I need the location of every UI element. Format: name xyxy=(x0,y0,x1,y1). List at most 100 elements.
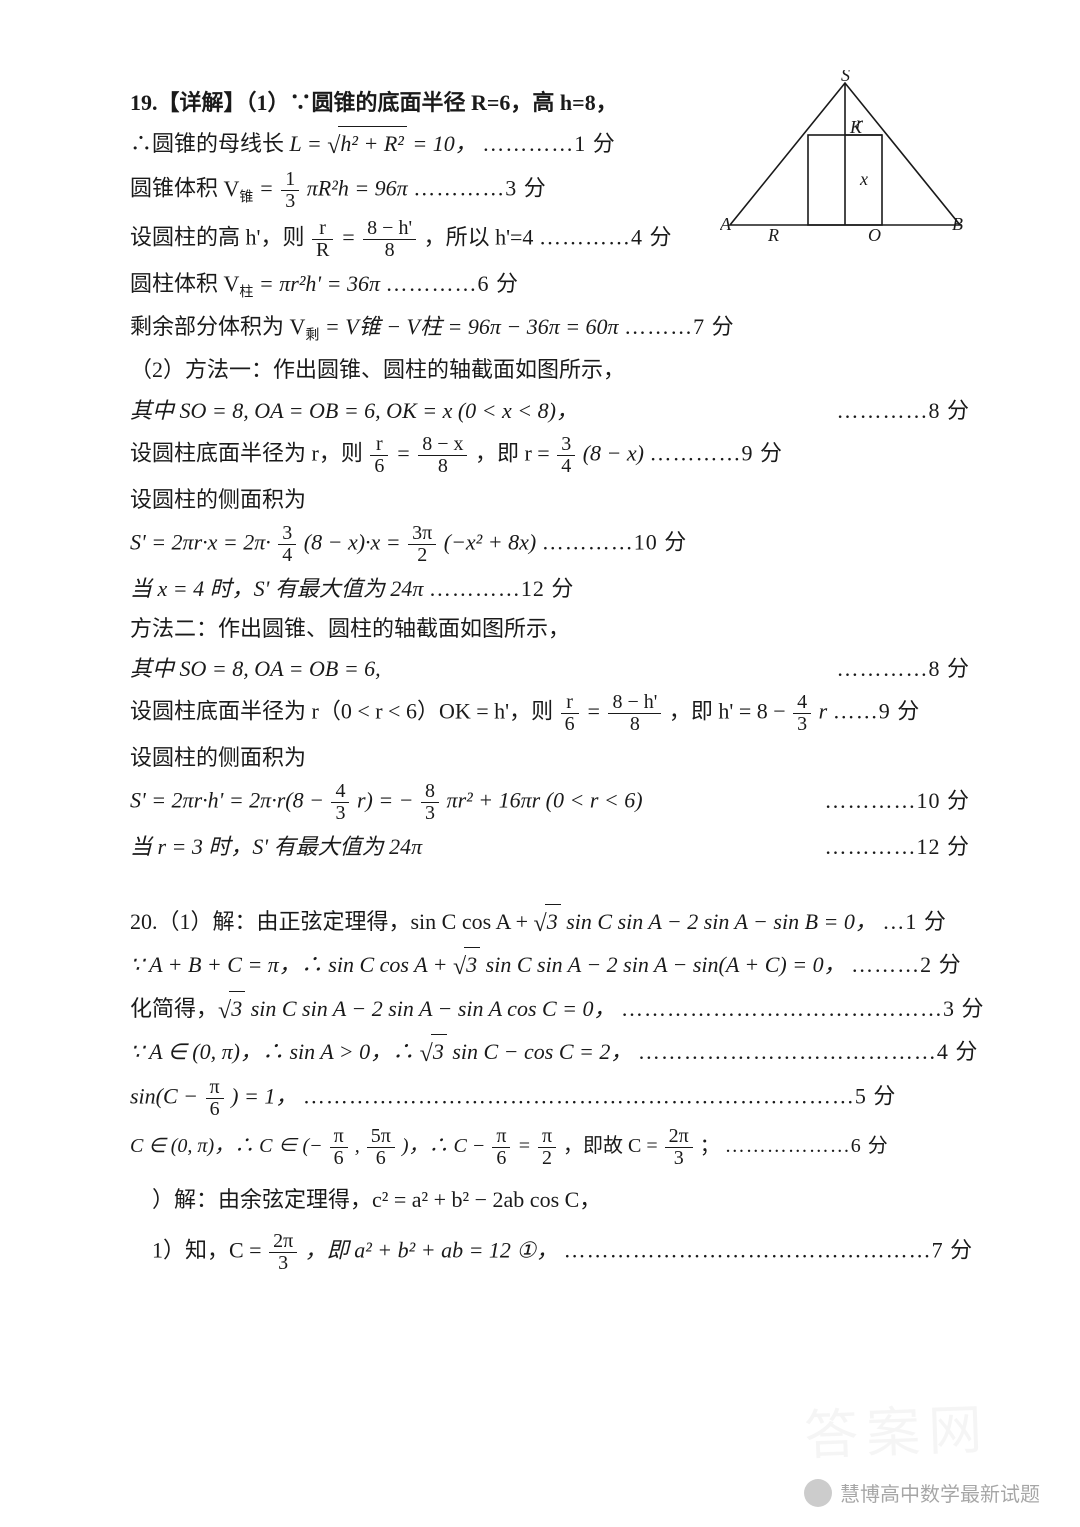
text: sin C sin A − 2 sin A − sin B = 0， xyxy=(566,909,877,934)
q20-l1: 20.（1）解：由正弦定理得，sin C cos A + √3 sin C si… xyxy=(130,904,970,941)
num: 1 xyxy=(281,169,299,191)
q19-l16: 设圆柱的侧面积为 xyxy=(130,741,970,775)
text: sin C sin A − 2 sin A − sin A cos C = 0， xyxy=(251,996,616,1021)
text: ∴圆锥的母线长 xyxy=(130,131,290,156)
num: r xyxy=(561,692,579,714)
q20-l8: 1）知，C = 2π3 ，即 a² + b² + ab = 12 ①， …………… xyxy=(130,1231,970,1274)
num: 8 xyxy=(421,781,439,803)
den: 6 xyxy=(370,456,388,477)
q19-l5: 圆柱体积 V柱 = πr²h' = 36π …………6 分 xyxy=(130,267,970,304)
text: ； xyxy=(700,1135,720,1157)
score: …………12 分 xyxy=(429,576,575,601)
q19-l18: 当 r = 3 时，S' 有最大值为 24π …………12 分 xyxy=(130,830,970,864)
text: )，∴ C − xyxy=(402,1135,491,1157)
text: 20.（1）解：由正弦定理得，sin C cos A + xyxy=(130,909,534,934)
text: 当 x = 4 时，S' 有最大值为 24π xyxy=(130,576,423,601)
q20-l5: sin(C − π6 ) = 1， …………………………………………………………… xyxy=(130,1077,970,1120)
text: ∵ A ∈ (0, π)，∴ sin A > 0，∴ xyxy=(130,1039,420,1064)
q19-l12: 当 x = 4 时，S' 有最大值为 24π …………12 分 xyxy=(130,572,970,606)
text: sin(C − xyxy=(130,1083,204,1108)
score: ………………6 分 xyxy=(725,1135,889,1157)
text: ，即 r = xyxy=(475,440,555,465)
score: …………12 分 xyxy=(824,830,970,864)
num: 2π xyxy=(269,1231,297,1253)
num: 4 xyxy=(331,781,349,803)
score: …………10 分 xyxy=(824,784,970,818)
text: = V锥 − V柱 = 96π − 36π = 60π xyxy=(325,314,619,339)
svg-text:R: R xyxy=(767,225,779,245)
den: 3 xyxy=(793,714,811,735)
text: 其中 SO = 8, OA = OB = 6, OK = x (0 < x < … xyxy=(130,394,578,428)
den: 3 xyxy=(281,191,299,212)
text: 设圆柱底面半径为 r，则 xyxy=(130,440,368,465)
text: πR²h = 96π xyxy=(307,176,408,201)
den: 4 xyxy=(278,545,296,566)
den: 6 xyxy=(492,1148,510,1169)
num: 8 − x xyxy=(418,434,467,456)
text: sin C sin A − 2 sin A − sin(A + C) = 0， xyxy=(486,952,846,977)
score: ……9 分 xyxy=(833,699,921,724)
sqrt: 3 xyxy=(464,947,480,982)
score: …………3 分 xyxy=(413,176,547,201)
sqrt: 3 xyxy=(545,904,561,939)
q19-l8: 其中 SO = 8, OA = OB = 6, OK = x (0 < x < … xyxy=(130,394,970,428)
den: 6 xyxy=(330,1148,348,1169)
text: ，即 h' = 8 − xyxy=(669,699,791,724)
num: 8 − h' xyxy=(363,218,416,240)
sqrt: 3 xyxy=(431,1034,447,1069)
text: (8 − x)·x = xyxy=(304,529,406,554)
text: ，即故 C = xyxy=(563,1135,663,1157)
score: …………………………………………7 分 xyxy=(564,1238,974,1263)
q19-l10: 设圆柱的侧面积为 xyxy=(130,483,970,517)
eq: = xyxy=(259,176,279,201)
cone-axial-section-diagram: S A B O R K r x xyxy=(720,70,970,250)
score: …………4 分 xyxy=(539,225,673,250)
eq: = xyxy=(396,440,416,465)
score: ………7 分 xyxy=(624,314,735,339)
text: 圆锥体积 xyxy=(130,176,224,201)
text: 圆柱体积 xyxy=(130,271,224,296)
text: , xyxy=(355,1135,365,1157)
text: 1）知，C = xyxy=(130,1238,267,1263)
eq: = xyxy=(341,225,361,250)
score: …………………………………4 分 xyxy=(638,1039,979,1064)
num: 2π xyxy=(665,1126,693,1148)
score: …………10 分 xyxy=(542,529,688,554)
text: S' = 2πr·h' = 2π·r(8 − xyxy=(130,788,329,813)
q19-l15: 设圆柱底面半径为 r（0 < r < 6）OK = h'，则 r6 = 8 − … xyxy=(130,692,970,735)
den: R xyxy=(312,240,333,261)
score: …………1 分 xyxy=(482,131,616,156)
text: = 10， xyxy=(412,131,476,156)
text: πr² + 16πr (0 < r < 6) xyxy=(447,788,643,813)
svg-text:x: x xyxy=(859,169,868,189)
q19-l11: S' = 2πr·x = 2π· 34 (8 − x)·x = 3π2 (−x²… xyxy=(130,523,970,566)
den: 8 xyxy=(608,714,661,735)
background-watermark: 答案网 xyxy=(803,1385,992,1470)
num: π xyxy=(330,1126,348,1148)
text: C ∈ (0, π)，∴ C ∈ (− xyxy=(130,1135,328,1157)
svg-text:A: A xyxy=(720,214,732,234)
q19-l6: 剩余部分体积为 V剩 = V锥 − V柱 = 96π − 36π = 60π …… xyxy=(130,310,970,347)
q20-l7: ）解：由余弦定理得，c² = a² + b² − 2ab cos C， xyxy=(130,1183,970,1217)
den: 6 xyxy=(561,714,579,735)
text: 化简得， xyxy=(130,996,218,1021)
text: r xyxy=(819,699,828,724)
q19-l17: S' = 2πr·h' = 2π·r(8 − 43 r) = − 83 πr² … xyxy=(130,781,970,824)
den: 3 xyxy=(421,803,439,824)
den: 2 xyxy=(408,545,436,566)
svg-text:O: O xyxy=(868,225,881,245)
text: sin C − cos C = 2， xyxy=(452,1039,632,1064)
text: 其中 SO = 8, OA = OB = 6, xyxy=(130,652,381,686)
q19-l9: 设圆柱底面半径为 r，则 r6 = 8 − x8 ，即 r = 34 (8 − … xyxy=(130,434,970,477)
score: …………9 分 xyxy=(649,440,783,465)
num: π xyxy=(492,1126,510,1148)
num: 3 xyxy=(557,434,575,456)
den: 8 xyxy=(418,456,467,477)
sqrt: 3 xyxy=(229,991,245,1026)
text: = πr²h' = 36π xyxy=(259,271,380,296)
watermark-text: 慧博高中数学最新试题 xyxy=(840,1478,1040,1507)
text: 剩余部分体积为 xyxy=(130,314,290,339)
text: 设圆柱的高 h'，则 xyxy=(130,225,310,250)
q20-l6: C ∈ (0, π)，∴ C ∈ (− π6 , 5π6 )，∴ C − π6 … xyxy=(130,1126,970,1169)
text: ，即 a² + b² + ab = 12 ①， xyxy=(305,1238,558,1263)
